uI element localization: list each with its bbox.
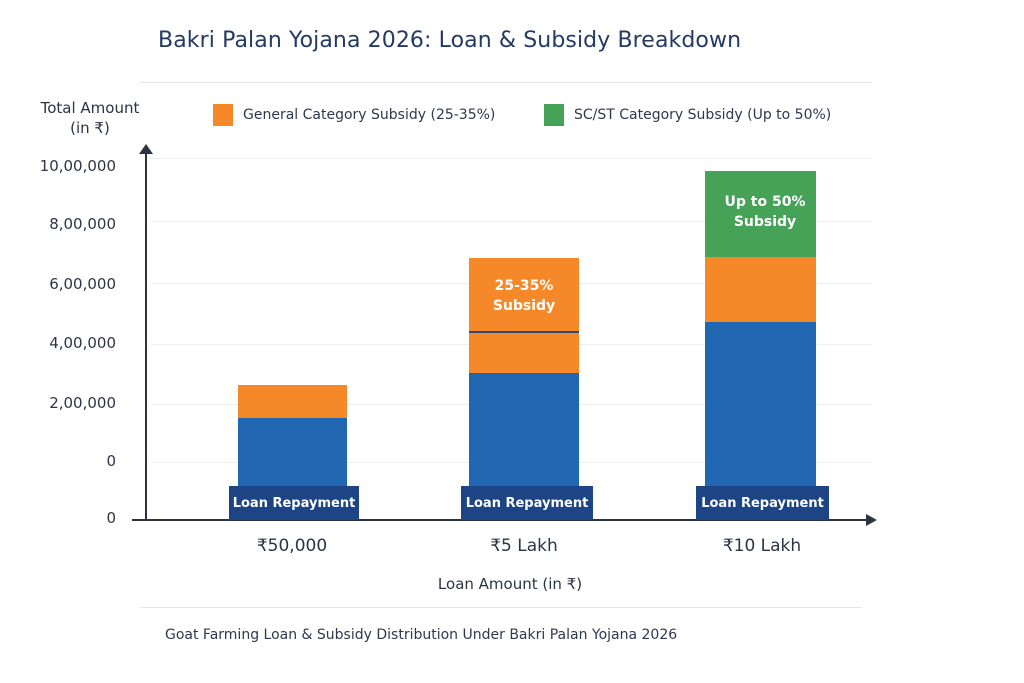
- legend-item-general: General Category Subsidy (25-35%): [213, 104, 495, 126]
- x-category-label: ₹50,000: [256, 536, 328, 556]
- loan-repayment-label: Loan Repayment: [696, 486, 829, 520]
- legend-label-general: General Category Subsidy (25-35%): [243, 107, 496, 123]
- loan-repayment-label: Loan Repayment: [229, 486, 359, 520]
- annotation-line1: Up to 50%: [724, 194, 806, 210]
- legend-swatch-green-icon: [544, 104, 564, 126]
- legend-label-scst: SC/ST Category Subsidy (Up to 50%): [574, 107, 832, 123]
- x-category-label: ₹5 Lakh: [490, 536, 558, 556]
- annotation-line2: Subsidy: [733, 214, 797, 230]
- bar-segment-loan-repayment: [238, 418, 347, 488]
- bar-segment-loan-repayment: [469, 373, 579, 488]
- annotation-line2: Subsidy: [492, 298, 556, 314]
- y-axis-title: Total Amount (in ₹): [30, 98, 150, 138]
- bar-annotation-scst: Up to 50% Subsidy: [705, 192, 825, 232]
- y-tick: 8,00,000: [49, 215, 116, 233]
- bar-segment-scst-subsidy: [705, 171, 816, 257]
- y-axis-line: [145, 152, 147, 520]
- bar-segment-general-subsidy: [238, 385, 347, 418]
- bar-segment-general-subsidy: [469, 258, 579, 373]
- y-tick: 0: [106, 509, 116, 527]
- annotation-line1: 25-35%: [494, 278, 554, 294]
- x-axis-arrow-icon: [866, 514, 877, 526]
- y-tick: 4,00,000: [49, 334, 116, 352]
- y-tick: 6,00,000: [49, 275, 116, 293]
- y-axis-title-line2: (in ₹): [70, 119, 110, 137]
- x-axis-title: Loan Amount (in ₹): [437, 575, 583, 593]
- caption-divider: [140, 607, 862, 608]
- bar-annotation-general: 25-35% Subsidy: [469, 276, 579, 316]
- bar-segment-loan-repayment: [705, 322, 816, 488]
- y-axis-title-line1: Total Amount: [40, 99, 140, 117]
- legend-swatch-orange-icon: [213, 104, 233, 126]
- loan-repayment-label: Loan Repayment: [461, 486, 593, 520]
- title-divider: [140, 82, 872, 83]
- bar-segment-general-subsidy: [705, 257, 816, 322]
- y-tick: 10,00,000: [39, 157, 116, 175]
- gridline: [150, 221, 872, 222]
- x-axis-line: [132, 519, 868, 521]
- y-axis-ticks: 10,00,000 8,00,000 6,00,000 4,00,000 2,0…: [16, 0, 116, 683]
- chart-caption: Goat Farming Loan & Subsidy Distribution…: [165, 627, 678, 643]
- y-tick: 2,00,000: [49, 394, 116, 412]
- y-tick: 0: [106, 452, 116, 470]
- chart-title: Bakri Palan Yojana 2026: Loan & Subsidy …: [158, 28, 742, 53]
- y-axis-arrow-icon: [139, 144, 153, 154]
- x-category-label: ₹10 Lakh: [722, 536, 802, 556]
- gridline: [150, 158, 872, 159]
- bar-segment-divider: [469, 331, 579, 333]
- legend-item-scst: SC/ST Category Subsidy (Up to 50%): [544, 104, 831, 126]
